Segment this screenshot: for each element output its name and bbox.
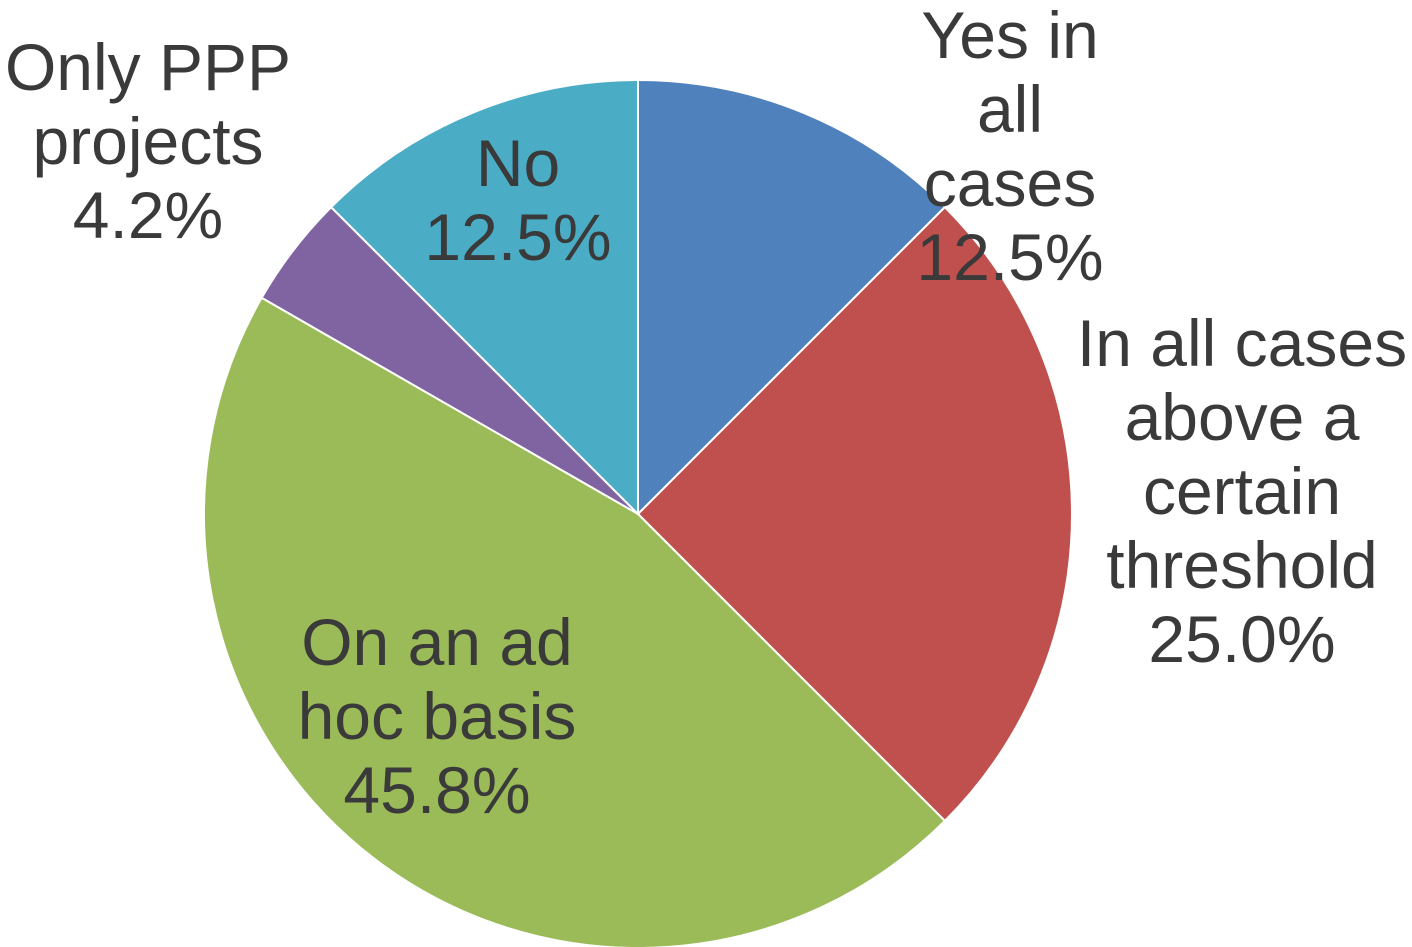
pie-slice-2 [203,296,947,947]
slice-label-0: Yes in all cases 12.5% [916,0,1103,294]
slice-percent-2: 45.8% [343,753,530,827]
slice-label-line: hoc basis [298,679,577,753]
slice-percent-3: 4.2% [73,178,223,252]
pie-slice-4 [329,78,639,517]
slice-label-1: In all cases above a certain threshold 25.0% [1077,306,1407,676]
slice-label-line: above a [1125,380,1360,454]
slice-label-2: On an ad hoc basis 45.8% [298,605,577,827]
slice-label-3: Only PPP projects 4.2% [5,30,291,252]
slice-label-line: projects [32,104,263,178]
slice-label-line: all [977,72,1043,146]
slice-label-line: certain [1143,454,1341,528]
pie-slice-1 [636,205,1073,823]
slice-percent-0: 12.5% [916,220,1103,294]
slice-percent-1: 25.0% [1148,602,1335,676]
pie-slice-0 [637,78,947,517]
slice-label-line: cases [924,146,1096,220]
slice-label-line: threshold [1106,528,1378,602]
slice-label-line: On an ad [301,605,573,679]
slice-label-line: Yes in [921,0,1098,72]
slice-label-line: Only PPP [5,30,291,104]
slice-label-line: No [476,126,560,200]
pie-labels: Yes in all cases 12.5%In all cases above a ce… [5,0,1407,827]
pie-slices [203,78,1073,947]
slice-percent-4: 12.5% [424,200,611,274]
slice-label-4: No 12.5% [424,126,611,274]
slice-label-line: In all cases [1077,306,1407,380]
